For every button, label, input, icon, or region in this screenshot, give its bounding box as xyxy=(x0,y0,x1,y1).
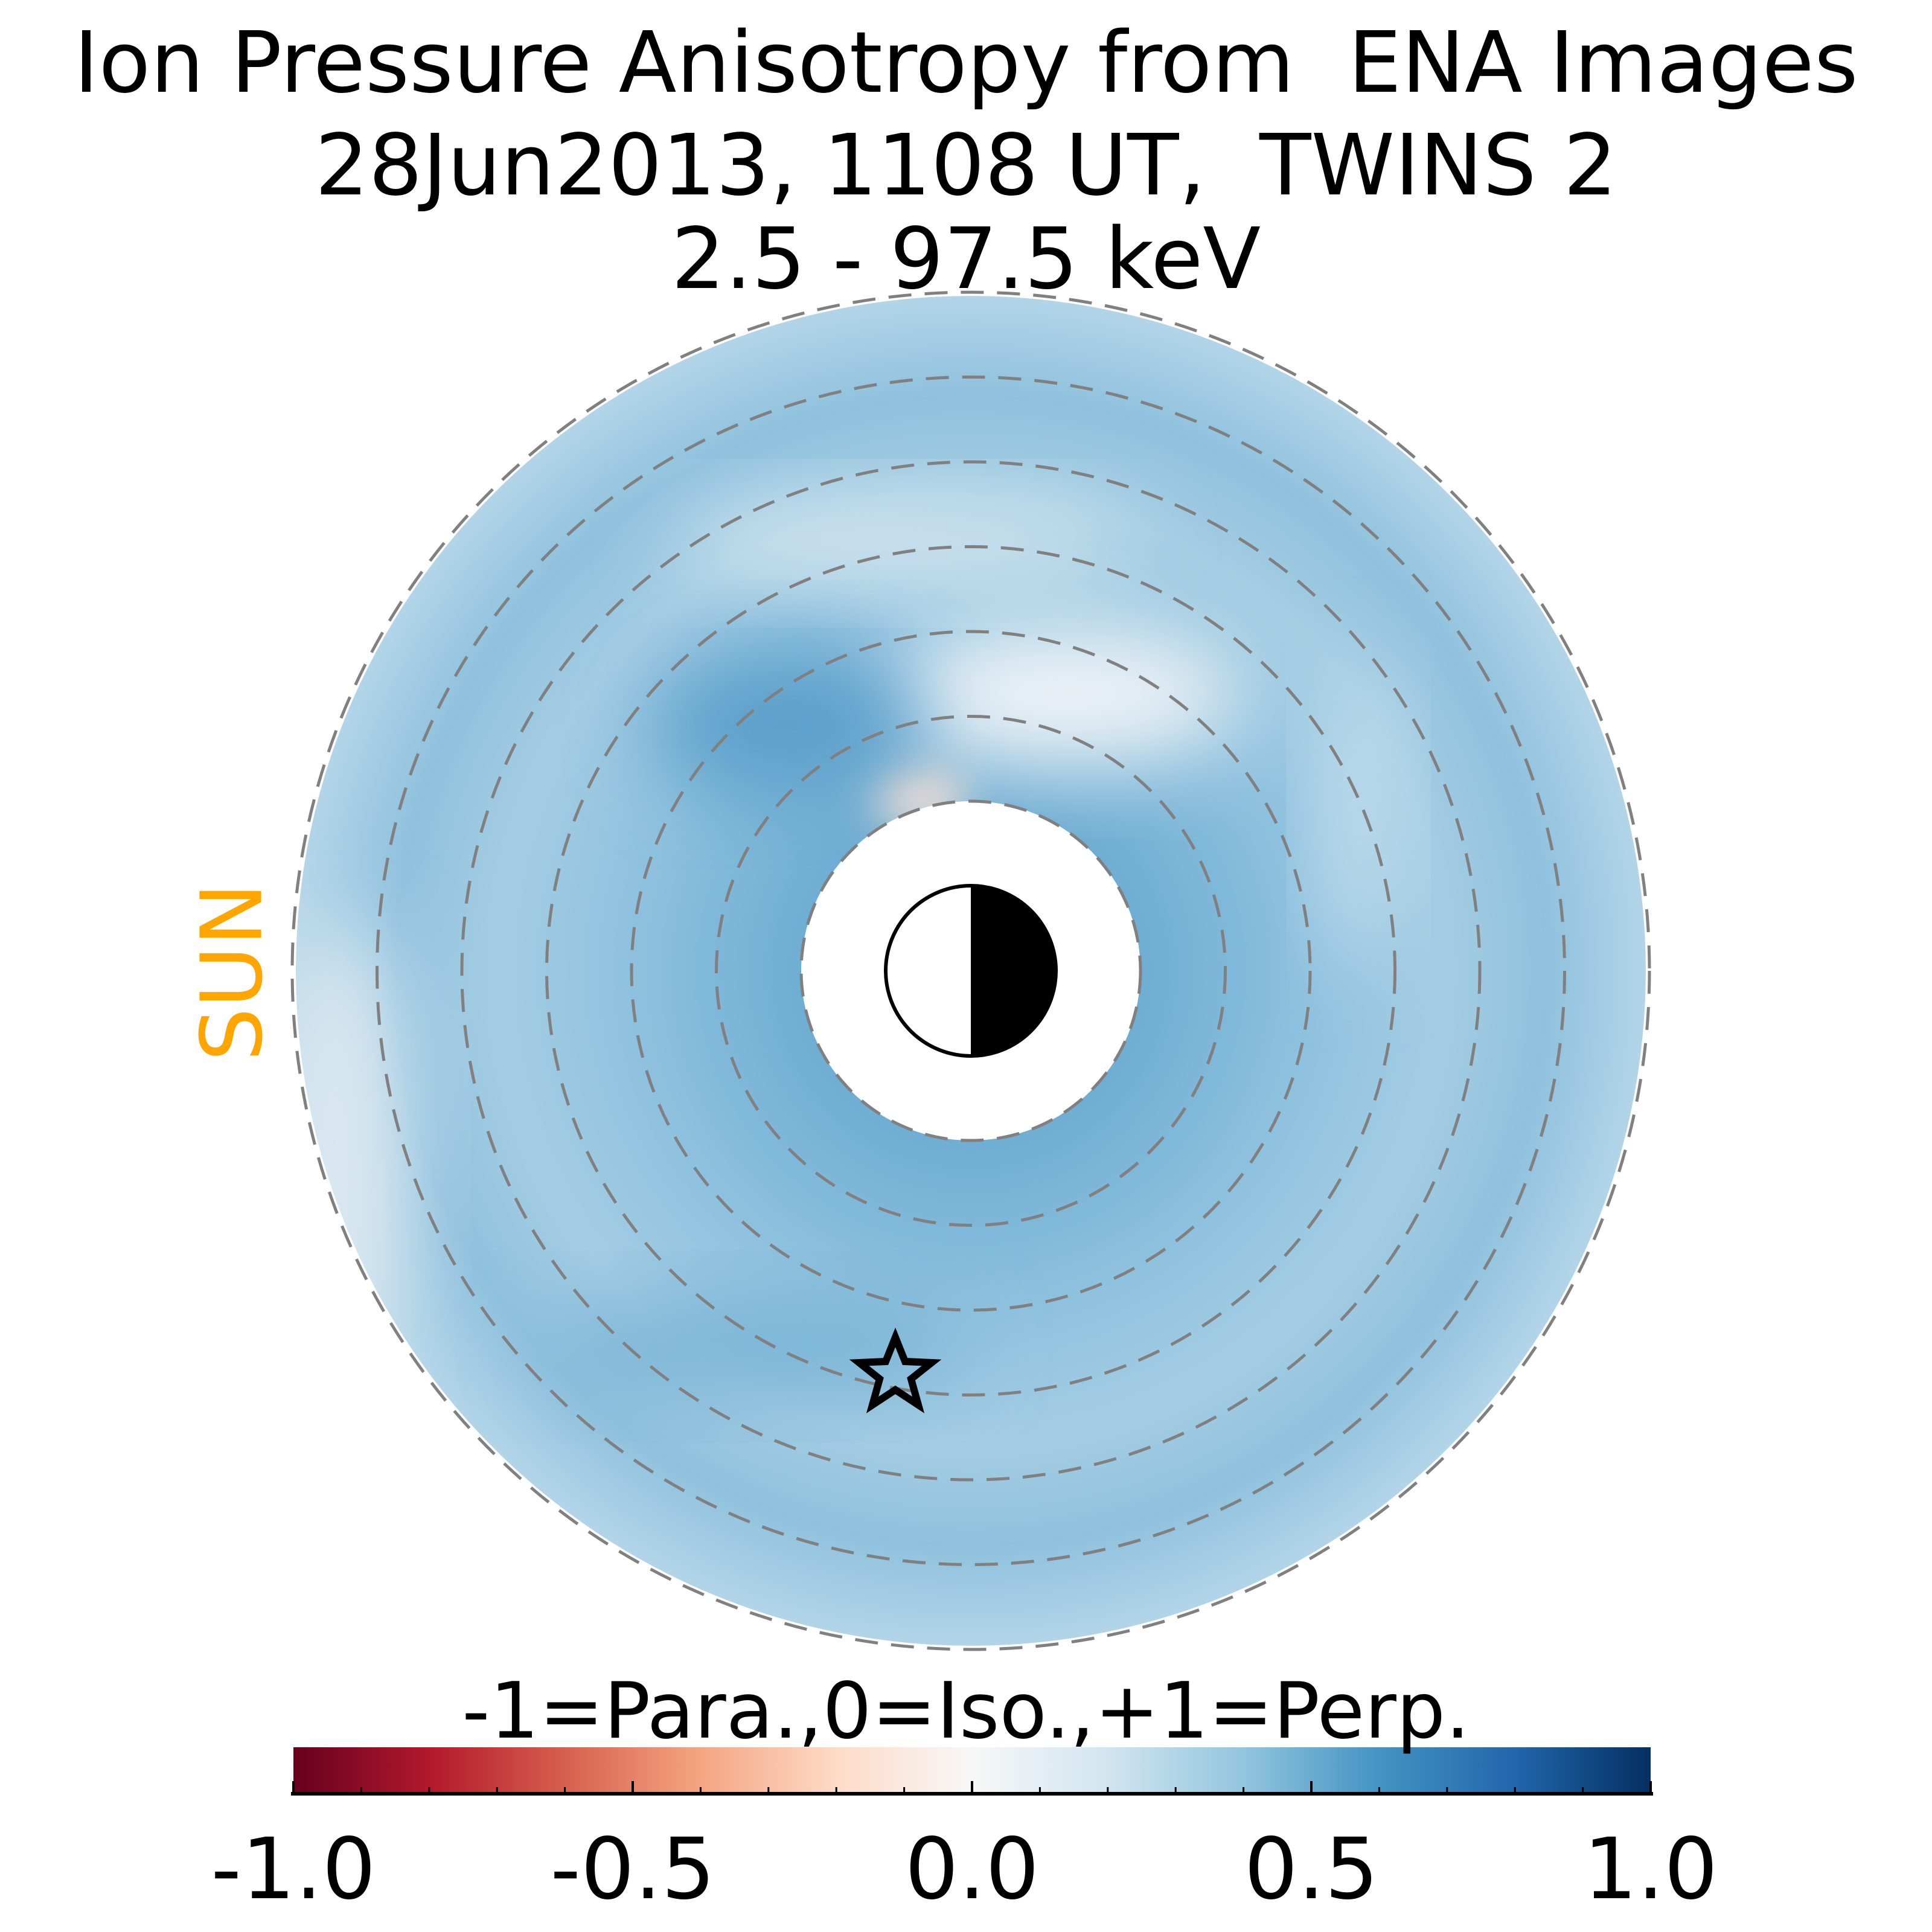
colorbar-tick-label: 1.0 xyxy=(1583,1820,1718,1919)
distance-ring xyxy=(715,715,1227,1227)
title-line-1: Ion Pressure Anisotropy from ENA Images xyxy=(74,14,1858,112)
earth-icon xyxy=(884,884,1058,1058)
title-line-3: 2.5 - 97.5 keV xyxy=(671,210,1261,309)
distance-ring xyxy=(545,545,1396,1396)
distance-ring xyxy=(630,630,1312,1312)
colorbar-tick-label: -1.0 xyxy=(211,1820,376,1919)
isotropic-region xyxy=(881,622,1244,767)
colorbar-tick-label: 0.5 xyxy=(1244,1820,1379,1919)
distance-ring xyxy=(460,460,1482,1482)
title-line-2: 28Jun2013, 1108 UT, TWINS 2 xyxy=(315,117,1617,215)
sun-direction-label: SUN xyxy=(183,882,282,1062)
colorbar-tick-label: 0.0 xyxy=(904,1820,1040,1919)
colorbar xyxy=(291,1747,1653,1796)
distance-ring xyxy=(376,376,1566,1566)
distance-ring xyxy=(799,799,1142,1142)
colorbar-tick-label: -0.5 xyxy=(550,1820,715,1919)
distance-ring xyxy=(290,290,1651,1651)
colorbar-title: -1=Para.,0=Iso.,+1=Perp. xyxy=(462,1666,1470,1756)
star-icon xyxy=(849,1327,942,1413)
distance-rings xyxy=(290,290,1651,1651)
